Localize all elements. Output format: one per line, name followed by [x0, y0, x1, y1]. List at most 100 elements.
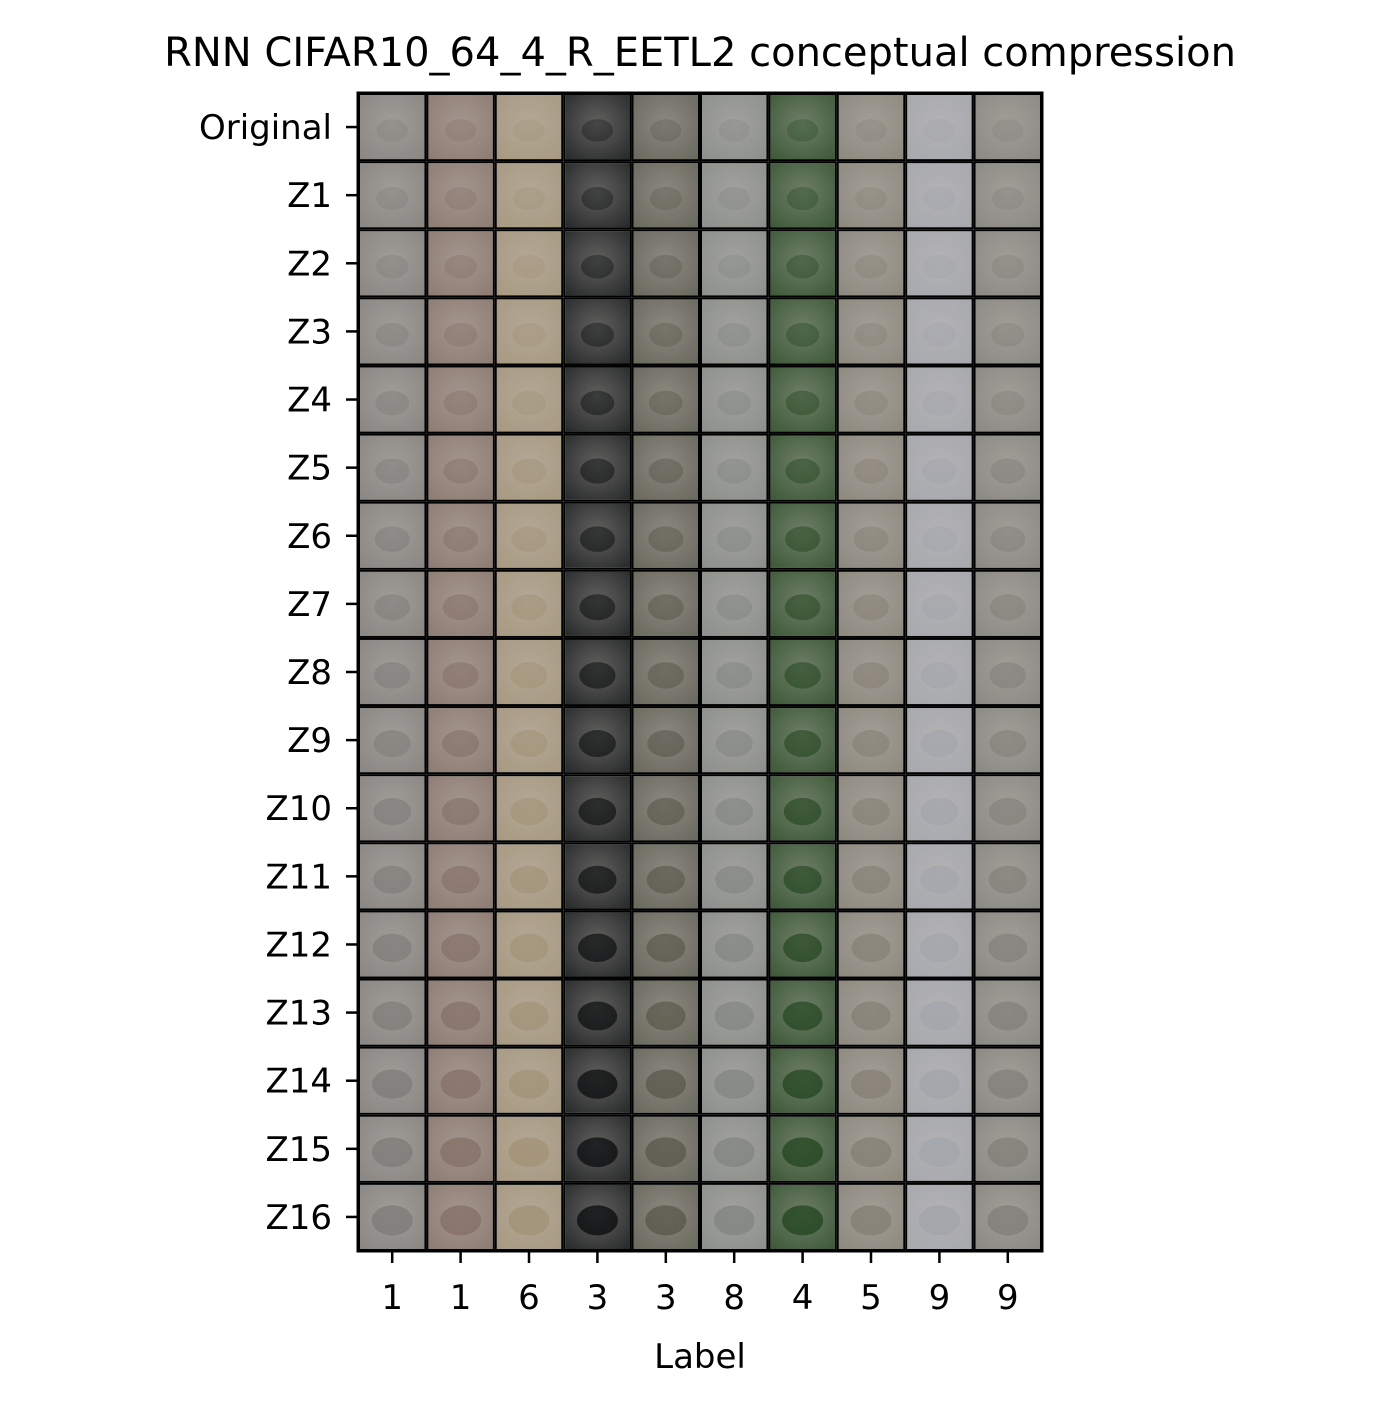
grid-cell — [700, 161, 769, 230]
cell-blob — [580, 458, 615, 484]
cell-blob — [375, 390, 410, 416]
cell-blob — [919, 1001, 960, 1031]
cell-blob — [442, 662, 479, 689]
cell-image — [975, 571, 1040, 636]
grid-cell — [973, 433, 1042, 502]
grid-cell — [563, 501, 632, 570]
cell-blob — [441, 797, 480, 826]
cell-blob — [855, 187, 887, 211]
cell-blob — [372, 933, 412, 963]
cell-border — [905, 297, 974, 366]
cell-blob — [851, 933, 891, 963]
grid-cell — [358, 910, 427, 979]
cell-image — [565, 95, 630, 160]
cell-blob — [782, 1069, 823, 1099]
cell-border — [905, 842, 974, 911]
grid-cell — [563, 93, 632, 162]
grid-cell — [426, 1114, 495, 1183]
cell-blob — [784, 730, 822, 757]
grid-cell — [836, 774, 906, 843]
cell-border — [563, 978, 632, 1047]
cell-blob — [371, 1205, 413, 1236]
cell-border — [700, 161, 769, 230]
y-tick-label: Z16 — [265, 1198, 332, 1238]
cell-blob — [853, 526, 889, 552]
cell-border — [700, 1046, 769, 1115]
grid-cell — [700, 1114, 769, 1183]
cell-border — [426, 161, 495, 230]
cell-image — [907, 95, 972, 160]
grid-cell — [973, 229, 1042, 298]
cell-border — [563, 706, 632, 775]
cell-blob — [853, 594, 889, 621]
grid-cell — [973, 842, 1042, 911]
cell-image — [633, 299, 698, 364]
cell-border — [426, 1046, 495, 1115]
grid-cell — [631, 910, 700, 979]
cell-blob — [442, 594, 479, 621]
grid-cell — [905, 842, 974, 911]
grid-cell — [905, 433, 974, 502]
cell-border — [700, 297, 769, 366]
cell-blob — [786, 187, 819, 211]
grid-cell — [563, 842, 632, 911]
cell-border — [768, 637, 837, 707]
cell-blob — [716, 594, 753, 621]
cell-blob — [989, 594, 1026, 621]
cell-image — [565, 435, 630, 500]
cell-blob — [920, 865, 959, 894]
grid-cell — [494, 1182, 564, 1251]
cell-blob — [783, 865, 822, 894]
cell-blob — [371, 1137, 413, 1168]
cell-blob — [509, 865, 549, 894]
cell-blob — [851, 1001, 891, 1031]
cell-image — [633, 571, 698, 636]
cell-border — [563, 365, 632, 434]
cell-image — [907, 571, 972, 636]
x-tick-label: 9 — [929, 1278, 951, 1318]
cell-border — [700, 501, 769, 570]
cell-blob — [786, 254, 819, 279]
cell-image — [565, 163, 630, 228]
cell-blob — [989, 662, 1026, 689]
cell-blob — [717, 254, 751, 279]
cell-border — [700, 774, 769, 843]
grid-cell — [768, 637, 837, 707]
y-tick-label: Z2 — [287, 244, 332, 284]
cell-blob — [850, 1205, 892, 1236]
cell-border — [631, 637, 700, 707]
grid-cell — [905, 1114, 974, 1183]
grid-cell — [494, 706, 564, 775]
cell-border — [631, 978, 700, 1047]
cell-border — [494, 1046, 564, 1115]
cell-border — [563, 229, 632, 298]
cell-blob — [921, 594, 958, 621]
cell-blob — [783, 933, 823, 963]
cell-image — [975, 299, 1040, 364]
cell-border — [768, 569, 837, 638]
cell-blob — [715, 865, 754, 894]
cell-image — [702, 367, 767, 432]
cell-blob — [787, 119, 819, 142]
y-tick-label: Z15 — [265, 1130, 332, 1170]
y-tick-label: Z8 — [287, 653, 332, 693]
cell-border — [905, 706, 974, 775]
cell-blob — [577, 1001, 618, 1031]
cell-blob — [441, 933, 481, 963]
cell-blob — [372, 1001, 412, 1031]
grid-cell — [905, 637, 974, 707]
cell-blob — [718, 187, 751, 211]
cell-image — [907, 231, 972, 296]
cell-blob — [513, 119, 545, 142]
cell-border — [563, 842, 632, 911]
cell-blob — [648, 390, 683, 416]
grid-cell — [631, 93, 700, 162]
grid-cell — [563, 161, 632, 230]
cell-blob — [442, 730, 480, 757]
cell-blob — [375, 322, 409, 347]
grid-cell — [768, 774, 837, 843]
cell-image — [360, 95, 425, 160]
cell-border — [905, 1046, 974, 1115]
cell-border — [563, 637, 632, 707]
grid-cell — [494, 297, 564, 366]
